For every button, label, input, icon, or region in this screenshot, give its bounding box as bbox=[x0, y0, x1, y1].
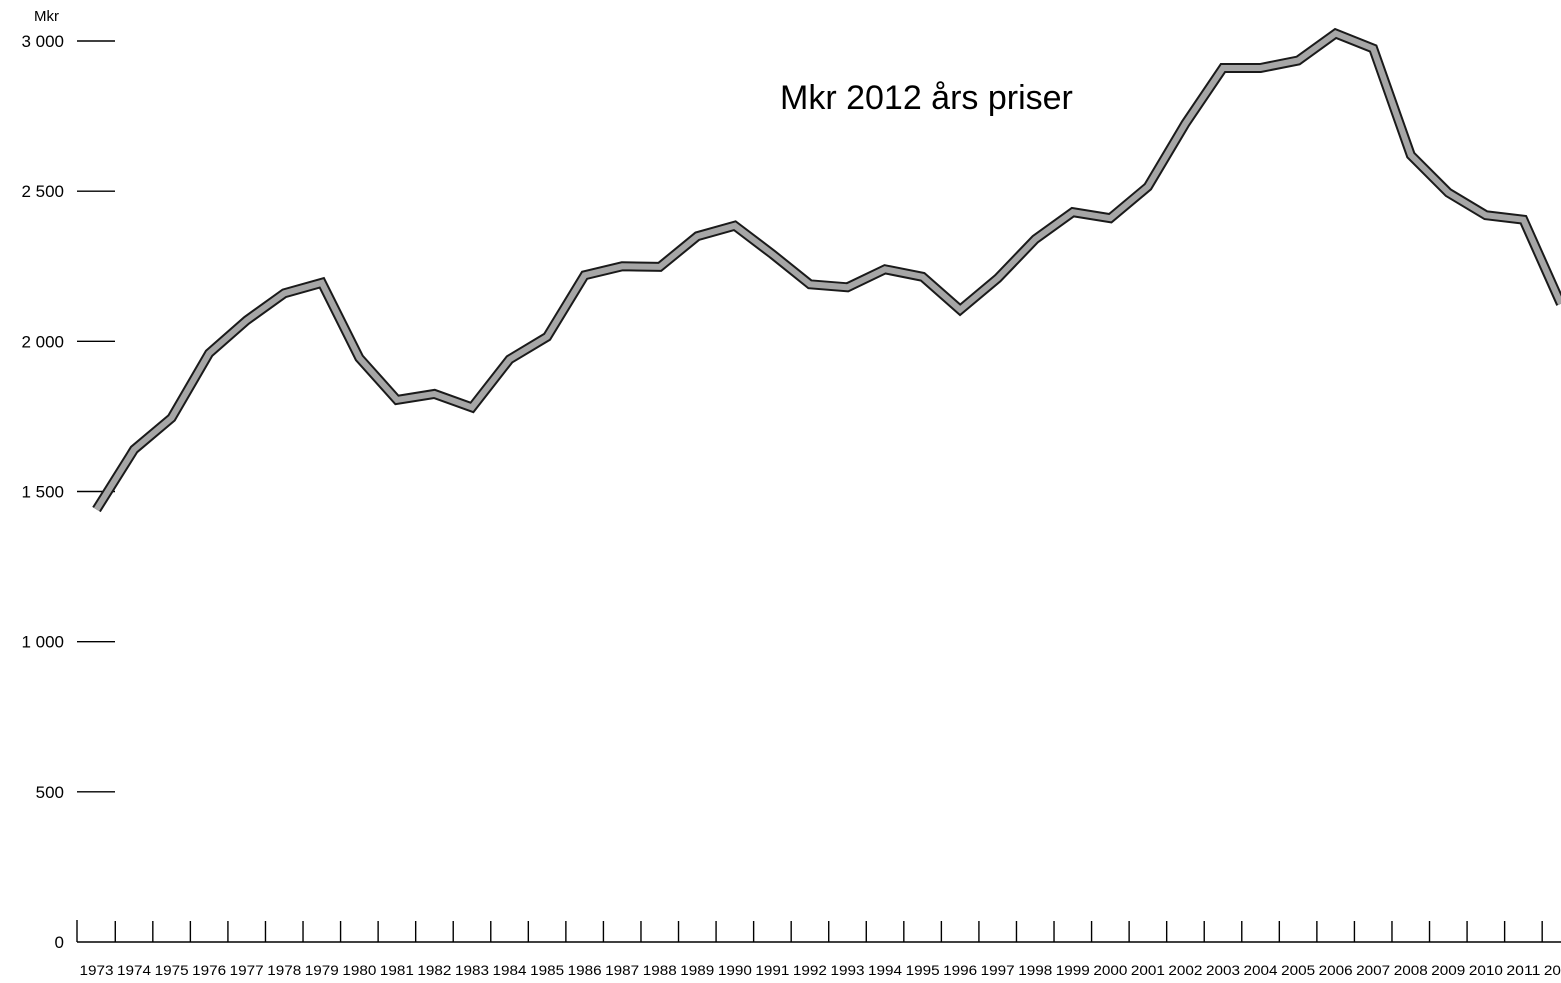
x-tick-label: 2011 bbox=[1506, 963, 1540, 978]
x-tick-label: 2003 bbox=[1206, 963, 1240, 978]
x-tick-label: 2001 bbox=[1131, 963, 1165, 978]
x-tick-label: 1982 bbox=[417, 963, 451, 978]
x-tick-label: 1990 bbox=[718, 963, 752, 978]
y-tick-label: 1 000 bbox=[21, 633, 64, 652]
x-tick-label: 1998 bbox=[1018, 963, 1052, 978]
chart-annotation: Mkr 2012 års priser bbox=[780, 79, 1073, 117]
x-tick-label: 1991 bbox=[755, 963, 789, 978]
x-tick-label: 1986 bbox=[568, 963, 602, 978]
x-tick-label: 2005 bbox=[1281, 963, 1315, 978]
x-tick-label: 2007 bbox=[1356, 963, 1390, 978]
x-tick-label: 1985 bbox=[530, 963, 564, 978]
series-line bbox=[93, 30, 1561, 512]
x-tick-label: 2004 bbox=[1244, 963, 1279, 978]
x-tick-label: 1978 bbox=[267, 963, 301, 978]
x-tick-label: 1994 bbox=[868, 963, 903, 978]
x-tick-label: 2010 bbox=[1469, 963, 1503, 978]
series bbox=[92, 27, 1561, 513]
x-tick-label: 1975 bbox=[155, 963, 189, 978]
x-tick-label: 1976 bbox=[192, 963, 226, 978]
y-tick-label: 1 500 bbox=[21, 483, 64, 502]
x-tick-label: 1977 bbox=[230, 963, 264, 978]
x-ticks: 1973 1974 1975 1976 1977 1978 1979 1980 1981 1982… bbox=[80, 921, 1561, 978]
x-tick-label: 1996 bbox=[943, 963, 977, 978]
x-tick-label: 2002 bbox=[1168, 963, 1202, 978]
x-tick-label: 1979 bbox=[305, 963, 339, 978]
x-tick-label: 1988 bbox=[643, 963, 677, 978]
x-tick-label: 1999 bbox=[1056, 963, 1090, 978]
y-ticks: 0 500 1 000 1 500 2 000 2 500 3 000 bbox=[21, 32, 115, 952]
y-axis-unit-label: Mkr bbox=[34, 8, 59, 25]
y-tick-label: 500 bbox=[36, 783, 64, 802]
y-tick-label: 2 000 bbox=[21, 332, 64, 351]
x-tick-label: 1992 bbox=[793, 963, 827, 978]
x-tick-label: 1989 bbox=[680, 963, 714, 978]
x-tick-label: 2008 bbox=[1394, 963, 1428, 978]
y-tick-label: 3 000 bbox=[21, 32, 64, 51]
x-tick-label: 1980 bbox=[342, 963, 376, 978]
x-tick-label: 1974 bbox=[117, 963, 152, 978]
x-tick-label: 2009 bbox=[1431, 963, 1465, 978]
y-tick-label: 2 500 bbox=[21, 182, 64, 201]
x-tick-label: 2012 bbox=[1544, 963, 1561, 978]
x-tick-label: 1987 bbox=[605, 963, 639, 978]
x-tick-label: 1993 bbox=[831, 963, 865, 978]
x-tick-label: 2000 bbox=[1093, 963, 1127, 978]
x-tick-label: 1983 bbox=[455, 963, 489, 978]
x-tick-label: 2006 bbox=[1319, 963, 1353, 978]
x-tick-label: 1973 bbox=[80, 963, 114, 978]
x-tick-label: 1997 bbox=[981, 963, 1015, 978]
x-tick-label: 1981 bbox=[380, 963, 414, 978]
x-tick-label: 1984 bbox=[493, 963, 528, 978]
x-tick-label: 1995 bbox=[906, 963, 940, 978]
y-tick-label: 0 bbox=[55, 933, 64, 952]
